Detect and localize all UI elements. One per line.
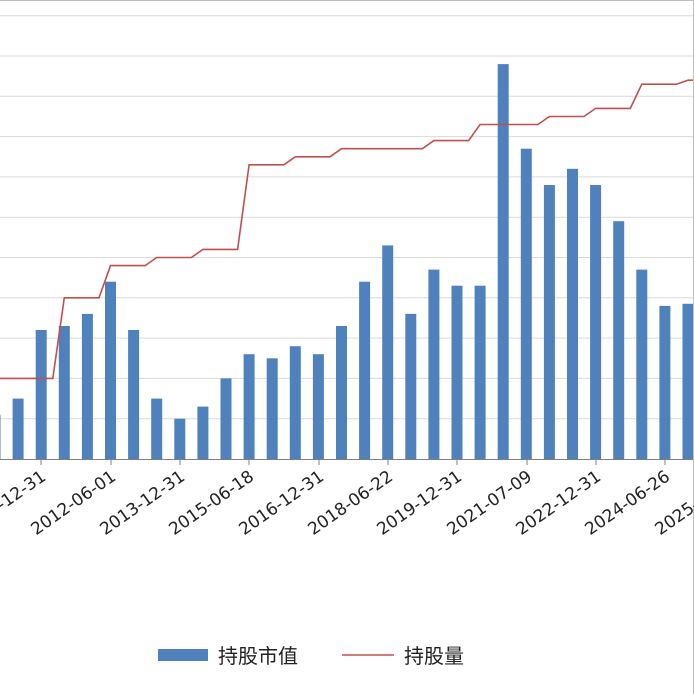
bar [336, 326, 347, 459]
bar [682, 303, 694, 459]
bar [474, 285, 486, 459]
bar [543, 185, 555, 459]
bar [613, 221, 625, 459]
bar [567, 168, 578, 460]
bar [58, 326, 70, 459]
bar [174, 418, 186, 459]
bar [497, 64, 509, 459]
legend-bar-label: 持股市值 [218, 644, 298, 668]
bar [81, 313, 93, 459]
bar [590, 185, 602, 459]
line-series [0, 79, 694, 380]
bar [197, 406, 209, 459]
bar [636, 269, 648, 459]
bar [289, 346, 301, 459]
bar [128, 330, 140, 459]
bar [0, 414, 1, 459]
bar [105, 281, 116, 459]
bar [243, 354, 255, 459]
legend: 持股市值 持股量 [158, 644, 464, 668]
bar [520, 148, 532, 459]
series-line [0, 79, 694, 380]
bar [428, 269, 440, 459]
bar [382, 245, 394, 459]
bar [659, 305, 671, 459]
bar [151, 398, 163, 459]
bar-series [0, 64, 694, 460]
bar [266, 358, 278, 460]
bar [451, 285, 463, 459]
x-tick-labels: 2010-12-312012-06-012013-12-312015-06-18… [0, 467, 694, 540]
legend-line-label: 持股量 [404, 644, 464, 668]
legend-bar-swatch [158, 649, 208, 661]
bar [12, 398, 24, 459]
bar [35, 330, 47, 459]
bar [359, 281, 371, 459]
bar [220, 378, 232, 459]
bar [312, 354, 324, 459]
bar [405, 313, 417, 459]
